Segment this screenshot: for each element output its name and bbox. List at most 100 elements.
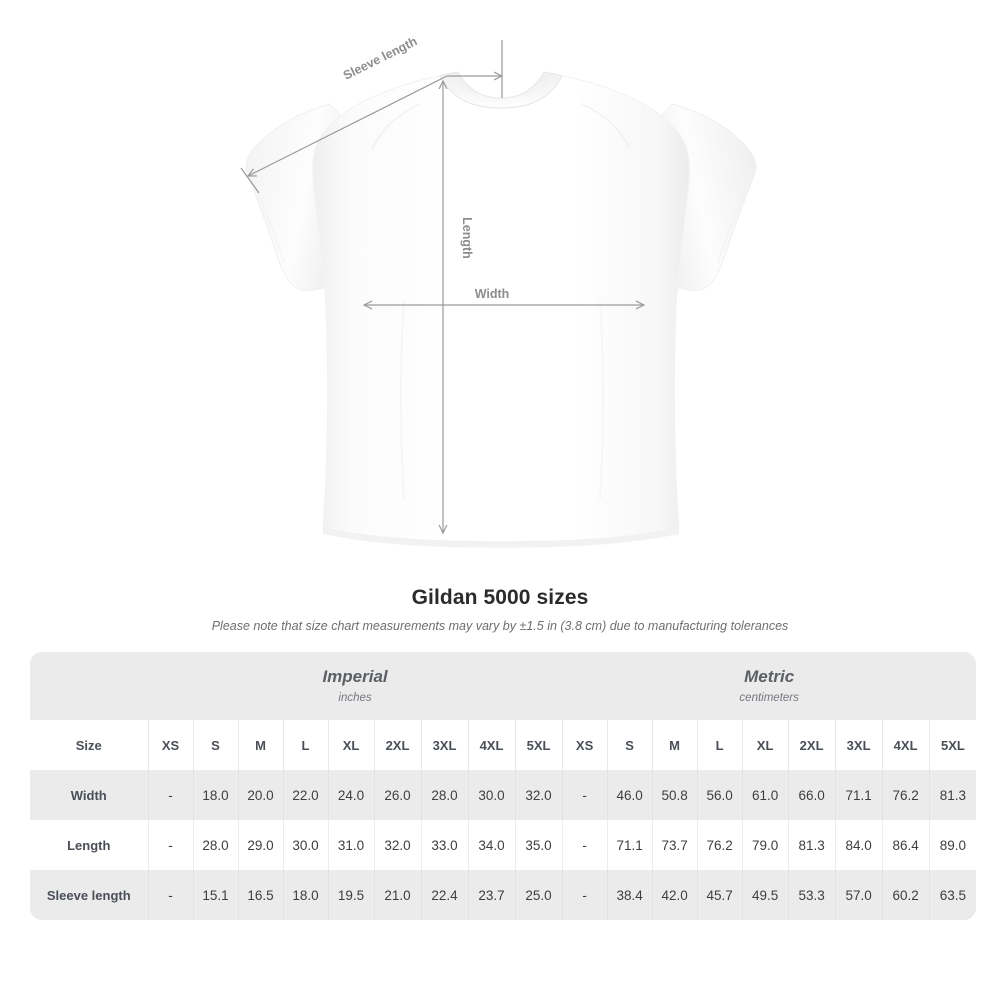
cell-width-imperial-m: 20.0 [237, 770, 283, 820]
cell-width-imperial-2xl: 26.0 [373, 770, 421, 820]
cell-sleeve-metric-3xl: 57.0 [834, 870, 883, 920]
sleeve-length-line [248, 76, 502, 176]
cell-width-metric-5xl: 81.3 [928, 770, 977, 820]
size-header-imperial-l: L [282, 720, 328, 770]
size-header-metric-5xl: 5XL [928, 720, 977, 770]
tshirt-illustration: Sleeve length Length Width [240, 34, 757, 548]
unit-header-imperial: Imperial inches [148, 652, 563, 720]
cell-length-metric-m: 73.7 [651, 820, 698, 870]
size-header-metric-2xl: 2XL [787, 720, 836, 770]
cell-length-imperial-2xl: 32.0 [373, 820, 421, 870]
cell-width-imperial-l: 22.0 [282, 770, 328, 820]
size-header-metric-4xl: 4XL [881, 720, 930, 770]
cell-sleeve-imperial-3xl: 22.4 [420, 870, 468, 920]
cell-sleeve-imperial-xl: 19.5 [327, 870, 374, 920]
unit-name-imperial: Imperial [322, 667, 388, 687]
unit-banner-spacer [30, 652, 148, 720]
cell-length-metric-3xl: 84.0 [834, 820, 883, 870]
cell-width-metric-l: 56.0 [696, 770, 743, 820]
cell-width-metric-3xl: 71.1 [834, 770, 883, 820]
chart-heading-block: Gildan 5000 sizes Please note that size … [0, 585, 1000, 634]
cell-sleeve-metric-l: 45.7 [696, 870, 743, 920]
width-label: Width [475, 287, 510, 301]
cell-width-metric-2xl: 66.0 [787, 770, 836, 820]
cell-length-metric-4xl: 86.4 [881, 820, 930, 870]
cell-length-metric-xs: - [561, 820, 608, 870]
cell-sleeve-imperial-5xl: 25.0 [514, 870, 563, 920]
cell-width-metric-xs: - [561, 770, 608, 820]
cell-width-imperial-4xl: 30.0 [467, 770, 515, 820]
cell-sleeve-metric-m: 42.0 [651, 870, 698, 920]
size-chart-table-wrapper: Imperial inches Metric centimeters Size … [30, 652, 977, 920]
cell-length-imperial-s: 28.0 [192, 820, 238, 870]
cell-sleeve-imperial-2xl: 21.0 [373, 870, 421, 920]
size-header-imperial-xs: XS [147, 720, 193, 770]
size-header-metric-l: L [696, 720, 743, 770]
cell-length-metric-s: 71.1 [606, 820, 653, 870]
size-header-imperial-2xl: 2XL [373, 720, 421, 770]
cell-sleeve-metric-2xl: 53.3 [787, 870, 836, 920]
cell-sleeve-metric-s: 38.4 [606, 870, 653, 920]
cell-sleeve-imperial-xs: - [147, 870, 193, 920]
cell-sleeve-metric-xl: 49.5 [741, 870, 789, 920]
cell-width-metric-xl: 61.0 [741, 770, 789, 820]
cell-width-imperial-3xl: 28.0 [420, 770, 468, 820]
cell-length-metric-xl: 79.0 [741, 820, 789, 870]
cell-width-metric-s: 46.0 [606, 770, 653, 820]
unit-banner-row: Imperial inches Metric centimeters [30, 652, 977, 720]
cell-length-imperial-5xl: 35.0 [514, 820, 563, 870]
cell-sleeve-imperial-4xl: 23.7 [467, 870, 515, 920]
cell-width-imperial-5xl: 32.0 [514, 770, 563, 820]
cell-width-imperial-s: 18.0 [192, 770, 238, 820]
tshirt-body [312, 75, 690, 543]
sleeve-length-dimension [240, 40, 502, 194]
cell-length-imperial-4xl: 34.0 [467, 820, 515, 870]
cell-length-imperial-3xl: 33.0 [420, 820, 468, 870]
cell-length-metric-2xl: 81.3 [787, 820, 836, 870]
page-subtitle: Please note that size chart measurements… [211, 619, 789, 633]
cell-sleeve-imperial-s: 15.1 [192, 870, 238, 920]
sleeve-tick-left [240, 167, 260, 194]
cell-width-imperial-xs: - [147, 770, 193, 820]
length-label: Length [460, 217, 474, 259]
size-header-imperial-3xl: 3XL [420, 720, 468, 770]
size-header-label: Size [30, 720, 148, 770]
tshirt-hem [323, 528, 679, 548]
row-label-width: Width [30, 770, 148, 820]
unit-sub-metric: centimeters [739, 691, 799, 704]
size-header-metric-s: S [606, 720, 653, 770]
cell-width-metric-m: 50.8 [651, 770, 698, 820]
cell-sleeve-metric-4xl: 60.2 [881, 870, 930, 920]
size-header-imperial-4xl: 4XL [467, 720, 515, 770]
size-header-imperial-m: M [237, 720, 283, 770]
cell-sleeve-metric-5xl: 63.5 [928, 870, 977, 920]
cell-sleeve-imperial-l: 18.0 [282, 870, 328, 920]
dimension-annotations [240, 40, 644, 533]
cell-width-imperial-xl: 24.0 [327, 770, 374, 820]
cell-length-imperial-xl: 31.0 [327, 820, 374, 870]
size-header-imperial-xl: XL [327, 720, 374, 770]
cell-length-metric-l: 76.2 [696, 820, 743, 870]
unit-header-metric: Metric centimeters [562, 652, 977, 720]
row-label-sleeve-length: Sleeve length [30, 870, 148, 920]
size-header-row: Size XS S M L XL 2XL 3XL 4XL 5XL XS S M … [30, 720, 977, 770]
unit-name-metric: Metric [744, 667, 795, 687]
table-row: Width - 18.0 20.0 22.0 24.0 26.0 28.0 30… [30, 770, 977, 820]
cell-sleeve-imperial-m: 16.5 [237, 870, 283, 920]
size-header-imperial-5xl: 5XL [514, 720, 563, 770]
size-header-metric-m: M [651, 720, 698, 770]
row-label-length: Length [30, 820, 148, 870]
table-row: Length - 28.0 29.0 30.0 31.0 32.0 33.0 3… [30, 820, 977, 870]
page-title: Gildan 5000 sizes [411, 586, 589, 609]
cell-length-imperial-m: 29.0 [237, 820, 283, 870]
cell-width-metric-4xl: 76.2 [881, 770, 930, 820]
cell-length-metric-5xl: 89.0 [928, 820, 977, 870]
size-header-metric-3xl: 3XL [834, 720, 883, 770]
tshirt-graphic [245, 71, 757, 548]
cell-sleeve-metric-xs: - [561, 870, 608, 920]
table-row: Sleeve length - 15.1 16.5 18.0 19.5 21.0… [30, 870, 977, 920]
sleeve-length-label: Sleeve length [341, 34, 419, 82]
size-header-metric-xl: XL [741, 720, 789, 770]
size-header-metric-xs: XS [561, 720, 608, 770]
cell-length-imperial-l: 30.0 [282, 820, 328, 870]
